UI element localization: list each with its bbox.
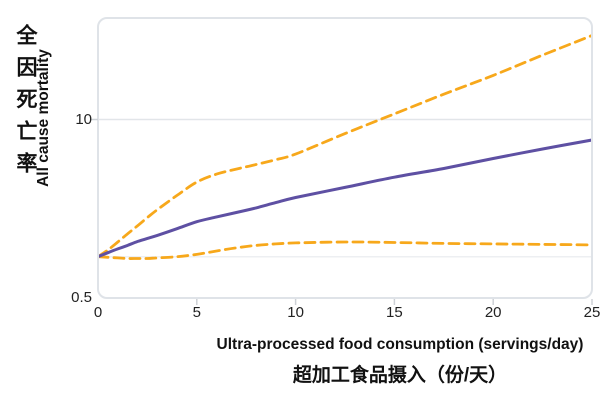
x-tick-label-10: 10 <box>287 304 304 321</box>
y-tick-label-0.5: 0.5 <box>71 289 92 306</box>
x-axis-title-zh: 超加工食品摄入（份/天） <box>292 365 508 386</box>
x-tick-label-25: 25 <box>583 304 601 321</box>
x-tick-label-0: 0 <box>93 304 103 321</box>
x-tick-label-15: 15 <box>386 304 403 321</box>
x-axis-title-en: Ultra-processed food consumption (servin… <box>216 336 584 353</box>
x-tick-label-20: 20 <box>484 304 502 321</box>
curve-lower-95ci <box>99 240 591 260</box>
x-tick-label-5: 5 <box>192 304 201 321</box>
plot-frame <box>97 17 593 299</box>
curve-hazard-ratio-central <box>99 138 591 259</box>
curve-upper-95ci <box>99 34 591 259</box>
y-axis-title-zh: 全因死亡率 <box>14 24 37 184</box>
y-tick-label-10: 10 <box>75 110 92 128</box>
